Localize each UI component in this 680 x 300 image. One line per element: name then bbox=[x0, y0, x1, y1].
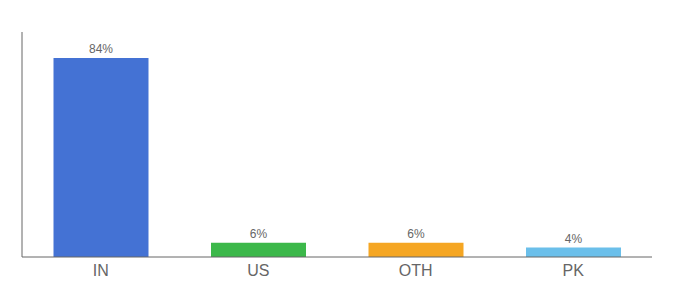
svg-text:OTH: OTH bbox=[399, 262, 433, 279]
svg-text:PK: PK bbox=[563, 262, 585, 279]
svg-text:IN: IN bbox=[93, 262, 109, 279]
svg-text:6%: 6% bbox=[250, 227, 268, 241]
svg-text:4%: 4% bbox=[565, 232, 583, 246]
svg-text:6%: 6% bbox=[407, 227, 425, 241]
svg-text:84%: 84% bbox=[89, 42, 113, 56]
svg-text:US: US bbox=[247, 262, 269, 279]
